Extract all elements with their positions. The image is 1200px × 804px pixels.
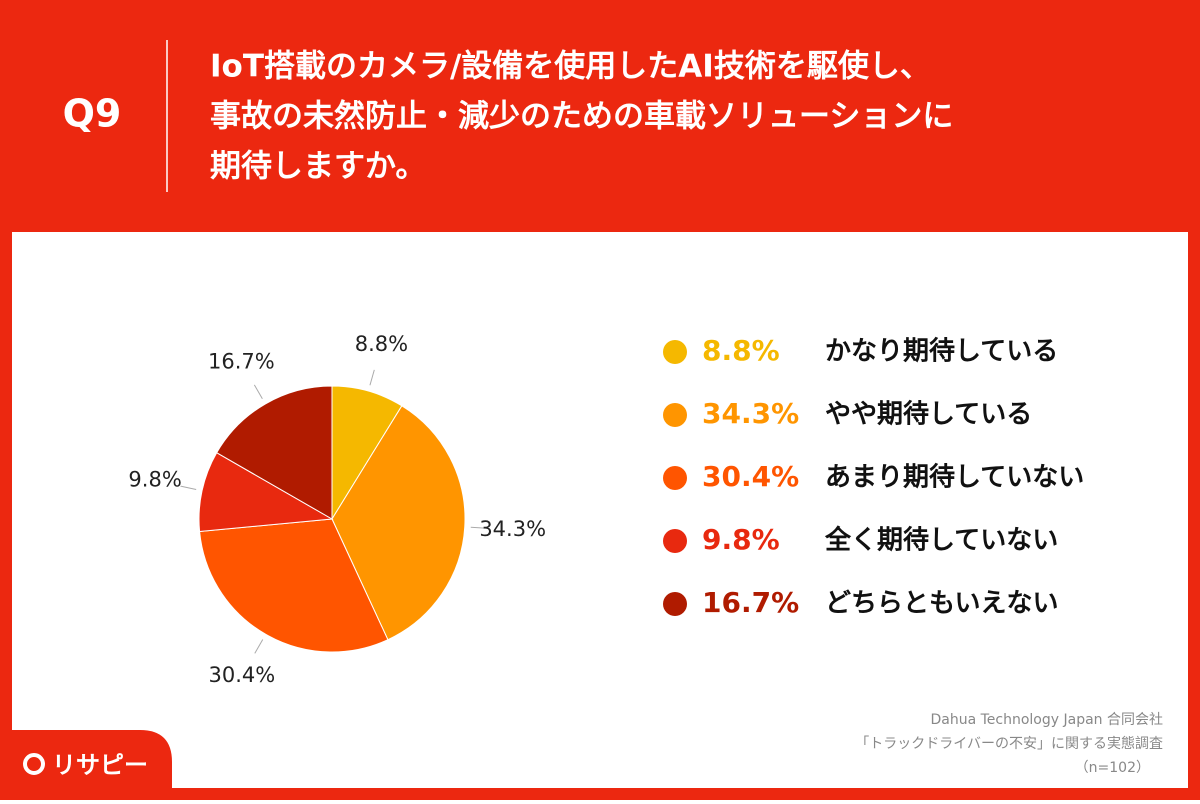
leader-line bbox=[253, 384, 263, 399]
slice-label: 30.4% bbox=[208, 663, 275, 687]
leader-line bbox=[180, 485, 197, 491]
question-line: IoT搭載のカメラ/設備を使用したAI技術を駆使し、 bbox=[210, 49, 931, 85]
question-line: 期待しますか。 bbox=[210, 149, 426, 185]
pie-slice bbox=[199, 518, 389, 653]
slice-label: 8.8% bbox=[355, 332, 408, 356]
source: Dahua Technology Japan 合同会社 bbox=[930, 712, 1163, 728]
legend-dot bbox=[663, 466, 687, 490]
source: 「トラックドライバーの不安」に関する実態調査 bbox=[855, 736, 1163, 752]
slice-label: 16.7% bbox=[208, 349, 275, 373]
legend-value: 30.4% bbox=[702, 460, 799, 493]
legend-value: 9.8% bbox=[702, 523, 780, 556]
leader-line bbox=[254, 639, 264, 654]
legend-label: どちらともいえない bbox=[825, 589, 1058, 619]
source: （n=102） bbox=[1075, 760, 1150, 776]
logo-badge bbox=[0, 730, 172, 800]
legend-dot bbox=[663, 340, 687, 364]
question-number: Q9 bbox=[63, 92, 122, 136]
pie-slice bbox=[215, 385, 333, 520]
leader-line bbox=[369, 369, 375, 386]
legend-dot bbox=[663, 592, 687, 616]
logo: リサピー bbox=[52, 751, 148, 779]
panel bbox=[12, 232, 1188, 788]
logo-icon bbox=[23, 753, 45, 775]
legend-label: 全く期待していない bbox=[824, 525, 1058, 556]
slice-label: 34.3% bbox=[479, 517, 546, 541]
legend-label: やや期待している bbox=[825, 400, 1032, 430]
leader-line bbox=[470, 526, 487, 529]
legend-value: 8.8% bbox=[702, 334, 780, 367]
legend-label: あまり期待していない bbox=[825, 463, 1084, 493]
pie-slice bbox=[331, 405, 466, 641]
question-line: 事故の未然防止・減少のための車載ソリューションに bbox=[210, 99, 953, 135]
legend-dot bbox=[663, 529, 687, 553]
legend-value: 16.7% bbox=[702, 586, 799, 619]
slice-label: 9.8% bbox=[128, 468, 181, 492]
pie-slice bbox=[198, 452, 334, 533]
legend-label: かなり期待している bbox=[825, 337, 1058, 367]
legend-dot bbox=[663, 403, 687, 427]
legend-value: 34.3% bbox=[702, 397, 799, 430]
